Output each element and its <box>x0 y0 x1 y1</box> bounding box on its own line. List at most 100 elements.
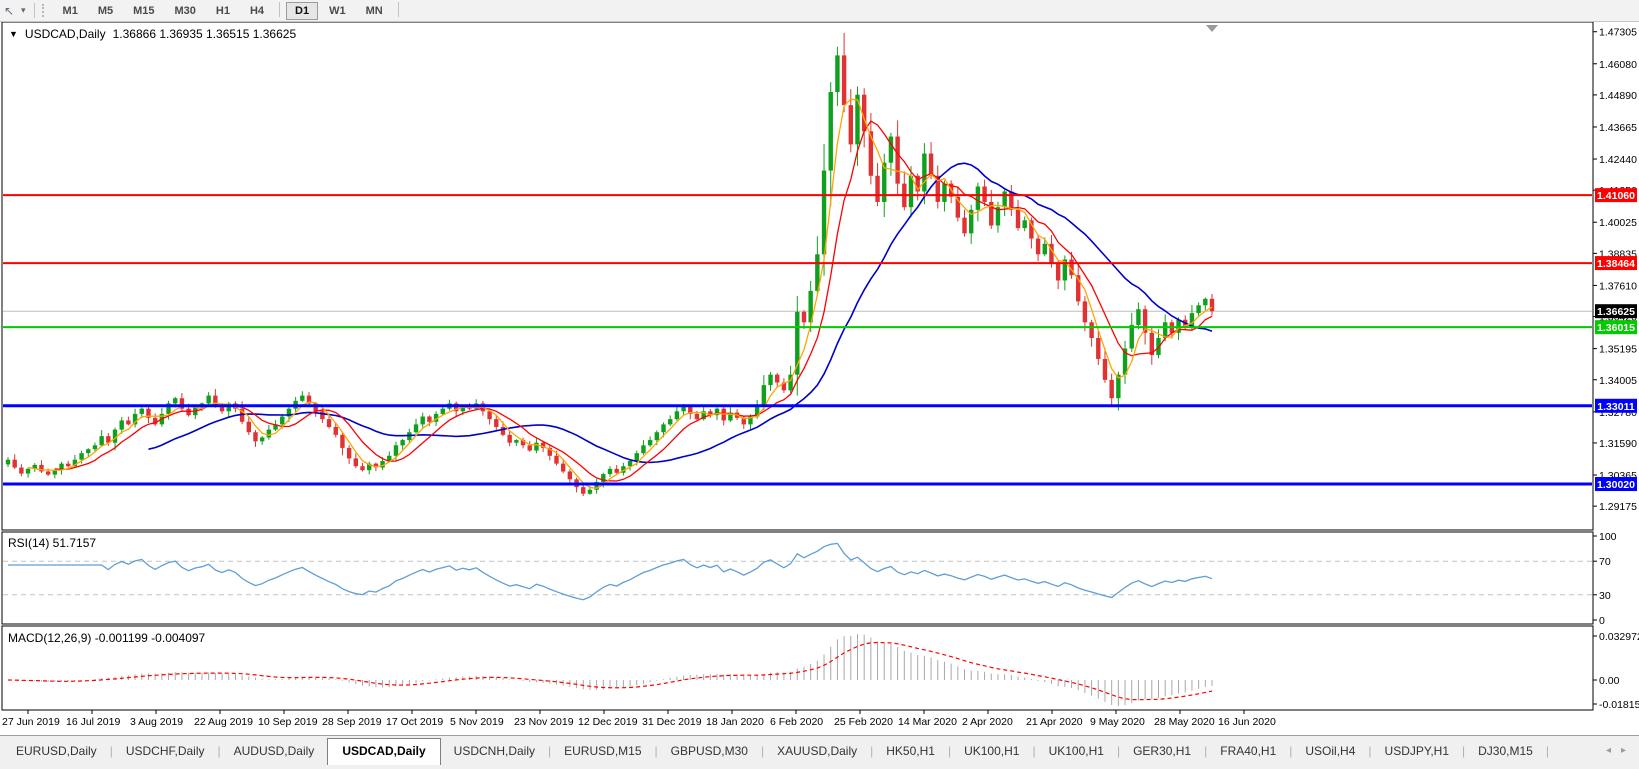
tab-separator: | <box>1462 744 1466 758</box>
chart-tab-uk100-h1[interactable]: UK100,H1 <box>1048 744 1104 758</box>
chart-tab-usdjpy-h1[interactable]: USDJPY,H1 <box>1384 744 1450 758</box>
timeframe-button-m30[interactable]: M30 <box>174 4 196 17</box>
macd-axis-label: 0.032972 <box>1599 631 1639 643</box>
date-axis-label: 12 Dec 2019 <box>578 716 638 728</box>
candle-body-up <box>701 411 706 420</box>
chart-tab-xauusd-daily[interactable]: XAUUSD,Daily <box>777 744 858 758</box>
chart-tab-usdchf-daily[interactable]: USDCHF,Daily <box>125 744 205 758</box>
candle-body-down <box>1035 238 1041 255</box>
candle-body-up <box>714 408 720 416</box>
candle-body-down <box>1142 309 1148 333</box>
chart-shift-triangle-icon[interactable] <box>1206 25 1218 32</box>
candle-body-up <box>587 489 593 494</box>
chart-tab-usdcnh-daily[interactable]: USDCNH,Daily <box>453 744 536 758</box>
price-axis-label: 1.29175 <box>1599 501 1637 513</box>
candle-body-up <box>173 398 178 404</box>
chart-tab-hk50-h1[interactable]: HK50,H1 <box>886 744 935 758</box>
chart-tab-uk100-h1[interactable]: UK100,H1 <box>964 744 1020 758</box>
candle-body-down <box>721 408 726 421</box>
candle-body-up <box>226 403 231 412</box>
candle-body-up <box>821 170 827 255</box>
toolbar-separator <box>33 3 35 18</box>
date-axis-label: 23 Nov 2019 <box>514 716 574 728</box>
candle-body-up <box>266 429 272 438</box>
timeframe-button-w1[interactable]: W1 <box>329 4 346 17</box>
candle-body-up <box>1129 324 1134 349</box>
candle-body-down <box>66 463 71 467</box>
candle-body-down <box>333 426 338 435</box>
chart-tab-audusd-daily[interactable]: AUDUSD,Daily <box>233 744 315 758</box>
candle-body-up <box>1189 313 1195 328</box>
price-axis-label: 1.46080 <box>1599 59 1637 71</box>
price-axis-label: 1.43665 <box>1599 122 1637 134</box>
rsi-axis-label: 100 <box>1599 531 1617 543</box>
candle-body-down <box>1069 259 1074 276</box>
candle-body-down <box>239 408 245 422</box>
candle-body-down <box>219 406 225 412</box>
candle-body-down <box>928 153 934 176</box>
candle-body-up <box>413 424 419 433</box>
chart-symbol-label: USDCAD,Daily <box>24 27 106 41</box>
candle-body-up <box>601 474 606 482</box>
triangle-down-icon[interactable]: ▼ <box>9 29 18 39</box>
timeframe-button-m5[interactable]: M5 <box>97 4 114 17</box>
candle-body-down <box>320 411 325 420</box>
timeframe-button-m15[interactable]: M15 <box>133 4 155 17</box>
timeframe-button-mn[interactable]: MN <box>365 4 383 17</box>
tab-separator: | <box>760 744 765 758</box>
tab-scroll-right-icon[interactable]: ▸ <box>1620 745 1626 756</box>
candle-body-up <box>634 453 639 462</box>
rsi-panel[interactable] <box>1 531 1594 625</box>
main-chart-panel[interactable] <box>1 21 1594 531</box>
toolbar-grip[interactable] <box>41 4 47 17</box>
candle-body-down <box>246 421 251 433</box>
chevron-down-icon[interactable]: ▾ <box>21 5 26 15</box>
candle-body-up <box>808 290 813 323</box>
timeframe-button-h4[interactable]: H4 <box>249 4 265 17</box>
candle-body-up <box>139 408 144 414</box>
candle-body-down <box>688 406 693 414</box>
candle-body-up <box>815 254 820 291</box>
candle-body-down <box>781 382 787 391</box>
chart-tab-dj30-m15[interactable]: DJ30,M15 <box>1478 744 1533 758</box>
candle-body-up <box>995 207 1001 226</box>
toolbar-separator <box>397 1 399 17</box>
candle-body-up <box>1162 322 1168 339</box>
price-axis-label: 1.42440 <box>1599 154 1637 166</box>
date-axis-label: 31 Dec 2019 <box>642 716 702 728</box>
candle-body-down <box>126 420 131 425</box>
chart-tabbar: EURUSD,Daily | USDCHF,Daily | AUDUSD,Daily US… <box>0 735 1639 769</box>
macd-panel[interactable] <box>1 625 1594 711</box>
candle-body-down <box>213 395 218 407</box>
chart-tab-eurusd-m15[interactable]: EURUSD,M15 <box>564 744 642 758</box>
candle-body-down <box>453 403 459 412</box>
chart-tab-gbpusd-m30[interactable]: GBPUSD,M30 <box>670 744 748 758</box>
timeframe-button-d1[interactable]: D1 <box>286 1 319 20</box>
chart-tab-fra40-h1[interactable]: FRA40,H1 <box>1220 744 1277 758</box>
price-axis-label: 1.34005 <box>1599 375 1637 387</box>
tab-scroll-arrows: ◂ ▸ <box>1601 745 1631 756</box>
cursor-arrow-icon[interactable]: ↖ <box>3 3 15 18</box>
hline-1.38464-badge <box>1595 256 1637 271</box>
timeframe-button-h1[interactable]: H1 <box>215 4 230 17</box>
candle-body-up <box>768 374 773 386</box>
hline-1.36015-badge <box>1595 320 1637 335</box>
candle-body-up <box>835 55 840 93</box>
chart-tab-usdcad-daily-active[interactable]: USDCAD,Daily <box>327 738 441 765</box>
tab-separator: | <box>217 744 221 758</box>
tab-separator: | <box>109 744 113 758</box>
candle-body-up <box>273 424 278 430</box>
candle-body-up <box>206 395 211 404</box>
candle-body-down <box>1149 332 1154 356</box>
macd-axis-label: -0.018154 <box>1599 699 1639 711</box>
chart-tab-eurusd-daily[interactable]: EURUSD,Daily <box>16 744 97 758</box>
chart-tab-ger30-h1[interactable]: GER30,H1 <box>1133 744 1192 758</box>
chart-tab-usoil-h4[interactable]: USOil,H4 <box>1305 744 1356 758</box>
timeframe-button-m1[interactable]: M1 <box>62 4 78 17</box>
candle-body-down <box>146 408 151 418</box>
tab-scroll-left-icon[interactable]: ◂ <box>1605 745 1611 756</box>
candle-body-up <box>280 416 285 425</box>
date-axis-label: 21 Apr 2020 <box>1026 716 1083 728</box>
